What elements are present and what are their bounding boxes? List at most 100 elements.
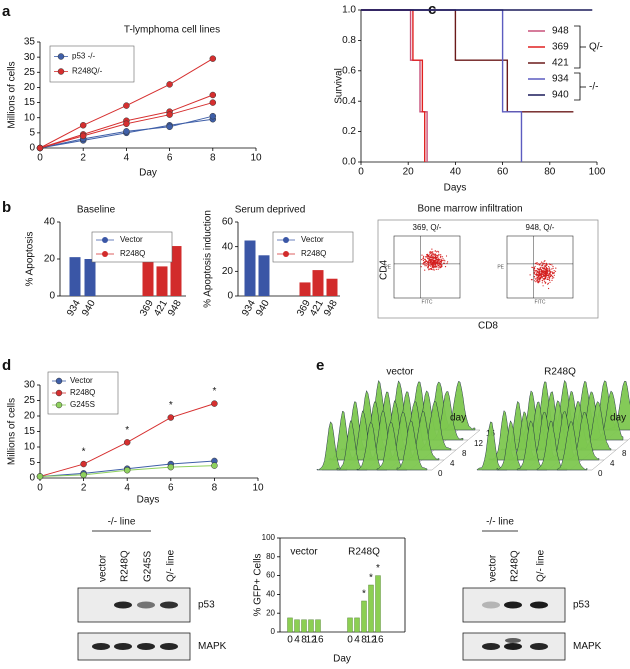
flow-event (427, 265, 429, 267)
flow-event (543, 279, 545, 281)
flow-event (543, 275, 546, 277)
y-tick-label: 25 (24, 67, 36, 78)
flow-event (542, 285, 544, 287)
survival-curve (361, 9, 426, 162)
bar (315, 619, 321, 633)
flow-event (552, 272, 554, 274)
flow-event (433, 266, 435, 268)
y-axis-label: Survival (334, 68, 345, 104)
flow-y-label: CD4 (379, 260, 390, 280)
flow-event (548, 272, 551, 274)
flow-event (424, 261, 426, 263)
significance-marker: * (376, 563, 380, 574)
flow-event (428, 258, 430, 260)
y-tick-label: 25 (24, 395, 36, 406)
flow-event (424, 269, 426, 271)
y-axis-label: Millions of cells (7, 61, 18, 128)
x-tick-label: 60 (497, 167, 509, 178)
x-tick-label: 0 (358, 167, 364, 178)
flow-event (434, 257, 437, 259)
lane-label: G245S (143, 551, 154, 582)
flow-event (537, 263, 540, 265)
significance-marker: * (125, 425, 129, 436)
flow-event (436, 251, 438, 253)
legend-label: G245S (70, 400, 95, 409)
flow-event (539, 275, 541, 277)
flow-event (534, 280, 536, 282)
flow-event (422, 258, 424, 260)
flow-event (442, 258, 444, 260)
flow-event (444, 262, 446, 264)
flow-event (541, 265, 543, 267)
day-tick-label: 12 (474, 439, 483, 448)
flow-event (549, 273, 551, 275)
flow-event (541, 277, 543, 279)
group-label: vector (290, 547, 318, 558)
flow-event (536, 275, 538, 277)
x-tick-label: 2 (80, 153, 86, 164)
flow-event (434, 250, 436, 252)
channel-label: FITC (534, 299, 545, 305)
legend-marker (57, 68, 65, 75)
band (504, 643, 522, 650)
flow-event (433, 253, 435, 255)
flow-event (536, 263, 539, 265)
flow-event (428, 269, 430, 271)
flow-event (536, 268, 539, 270)
band (482, 643, 500, 650)
bar (299, 282, 311, 296)
flow-event (534, 265, 536, 268)
band-label: MAPK (573, 641, 602, 652)
flow-event (548, 276, 550, 278)
flow-event (551, 271, 553, 273)
lane-label: vector (488, 554, 499, 582)
flow-event (548, 263, 551, 265)
flow-event (535, 280, 538, 282)
flow-event (423, 263, 425, 265)
flow-event (550, 274, 553, 276)
flow-event (542, 262, 544, 264)
flow-event (537, 281, 539, 283)
flow-event (539, 277, 541, 279)
flow-frame (377, 219, 599, 319)
flow-event (431, 256, 434, 258)
flow-event (548, 271, 550, 273)
flow-event (551, 268, 553, 270)
y-tick-label: 60 (266, 571, 275, 580)
flow-event (437, 262, 439, 265)
flow-event (536, 277, 538, 279)
flow-event (541, 266, 543, 269)
panel-label: b (2, 199, 11, 216)
band (530, 601, 548, 609)
flow-event (540, 261, 543, 263)
flow-event (431, 255, 433, 257)
data-point (167, 414, 175, 421)
flow-event (432, 254, 434, 256)
x-tick-label: 934 (240, 298, 258, 318)
x-tick-label: 40 (450, 167, 462, 178)
flow-event (537, 280, 539, 282)
flow-plot-label: 369, Q/- (413, 223, 442, 232)
flow-event (532, 266, 534, 269)
data-point (80, 460, 87, 468)
x-tick-label: 16 (312, 635, 324, 646)
flow-title: Bone marrow infiltration (417, 204, 522, 215)
flow-event (546, 264, 548, 266)
significance-marker: * (362, 589, 366, 600)
flow-event (547, 278, 549, 281)
flow-event (540, 275, 542, 277)
flow-event (434, 261, 436, 263)
flow-event (428, 262, 430, 264)
flow-event (531, 279, 533, 281)
band-label: p53 (198, 600, 215, 611)
flow-event (427, 260, 429, 262)
band (482, 601, 500, 609)
chart-title: T-lymphoma cell lines (124, 25, 220, 36)
flow-event (545, 281, 547, 283)
flow-event (427, 263, 429, 265)
data-point (36, 144, 44, 152)
channel-label: PE (384, 264, 391, 270)
flow-event (426, 255, 428, 257)
bar (244, 240, 256, 296)
